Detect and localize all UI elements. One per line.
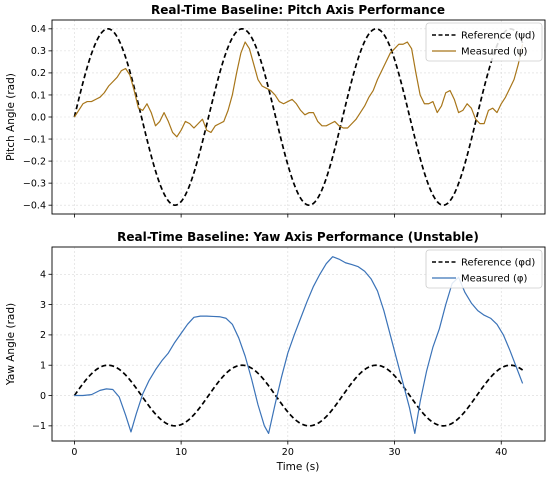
y-tick-label: 0.1 [31, 90, 46, 101]
chart-title: Real-Time Baseline: Pitch Axis Performan… [151, 3, 445, 17]
y-tick-label: 1 [40, 361, 46, 372]
x-tick-label: 0 [71, 447, 77, 458]
reference-series-line [73, 364, 524, 427]
y-tick-label: 0 [40, 391, 46, 402]
y-tick-label: −0.2 [23, 156, 46, 167]
y-axis-label: Pitch Angle (rad) [5, 73, 17, 161]
x-tick-label: 10 [175, 447, 187, 458]
x-tick-label: 30 [388, 447, 400, 458]
measured-series-line [73, 41, 524, 138]
plot-frame [51, 246, 546, 442]
series-layer [73, 27, 524, 207]
y-tick-label: 0.4 [31, 24, 46, 35]
reference-series-line [73, 27, 524, 207]
legend-label-reference: Reference (ψd) [461, 31, 535, 42]
x-tick-label: 20 [282, 447, 294, 458]
legend: Reference (φd) Measured (φ) [425, 249, 543, 289]
legend-label-reference: Reference (φd) [461, 258, 535, 269]
y-tick-label: −1 [32, 421, 46, 432]
x-axis-label: Time (s) [276, 461, 320, 473]
y-axis-label: Yaw Angle (rad) [5, 303, 17, 386]
y-tick-label: 3 [40, 300, 46, 311]
y-axis-ticks: −1 0 1 2 3 4 [32, 270, 52, 432]
series-layer [73, 256, 524, 435]
y-tick-label: 2 [40, 330, 46, 341]
measured-series-line [74, 256, 524, 435]
chart-title: Real-Time Baseline: Yaw Axis Performance… [117, 230, 479, 244]
legend-label-measured: Measured (ψ) [461, 47, 528, 58]
x-tick-label: 40 [495, 447, 507, 458]
y-tick-label: −0.3 [23, 178, 46, 189]
y-tick-label: 0.2 [31, 68, 46, 79]
y-tick-label: −0.4 [23, 200, 46, 211]
y-tick-label: 0.0 [31, 112, 46, 123]
y-tick-label: 4 [40, 270, 46, 281]
y-tick-label: −0.1 [23, 134, 46, 145]
yaw-axis-panel: Real-Time Baseline: Yaw Axis Performance… [5, 230, 546, 473]
legend: Reference (ψd) Measured (ψ) [425, 22, 543, 62]
x-axis-ticks [74, 214, 502, 218]
legend-label-measured: Measured (φ) [461, 274, 528, 285]
x-axis-ticks: 0 10 20 30 40 [71, 441, 507, 458]
y-tick-label: 0.3 [31, 46, 46, 57]
pitch-axis-panel: Real-Time Baseline: Pitch Axis Performan… [5, 3, 546, 218]
y-axis-ticks: −0.4 −0.3 −0.2 −0.1 0.0 0.1 0.2 0.3 0.4 [23, 24, 52, 211]
